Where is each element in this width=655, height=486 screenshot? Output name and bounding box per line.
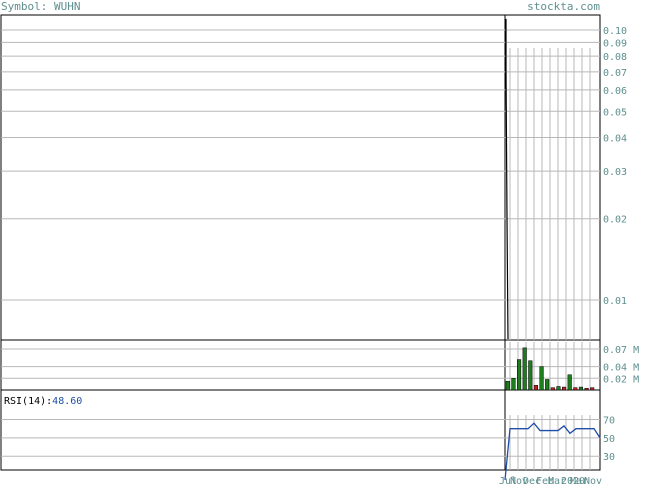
- site-link[interactable]: stockta.com: [527, 0, 600, 13]
- rsi-tick-label-30: 30: [603, 452, 615, 463]
- volume-bar-0: [505, 380, 510, 391]
- rsi-tick-label-70: 70: [603, 416, 615, 427]
- volume-bar-10: [562, 386, 567, 391]
- price-tick-label-0.03: 0.03: [603, 167, 627, 178]
- volume-bar-9: [556, 386, 561, 391]
- volume-bar-15: [590, 387, 595, 391]
- volume-bar-7: [545, 379, 550, 391]
- price-tick-label-0.10: 0.10: [603, 26, 627, 37]
- volume-bar-6: [539, 366, 544, 391]
- volume-tick-label-0.04M: 0.04 M: [603, 363, 639, 374]
- rsi-label: RSI(14):: [4, 396, 53, 407]
- chart-frame: [0, 14, 601, 471]
- volume-bar-8: [550, 387, 555, 391]
- volume-bar-14: [584, 387, 589, 391]
- price-tick-label-0.06: 0.06: [603, 86, 627, 97]
- rsi-readout: RSI(14):48.60: [4, 396, 82, 408]
- symbol-label: Symbol: WUHN: [1, 0, 80, 14]
- symbol-caption: Symbol:: [1, 0, 48, 13]
- rsi-line: [504, 422, 601, 481]
- x-tick-label-3: Feb: [536, 476, 554, 486]
- volume-bar-13: [578, 386, 583, 391]
- volume-bar-11: [567, 374, 572, 391]
- volume-bar-4: [528, 360, 533, 391]
- x-tick-label-0: Jul: [499, 476, 517, 486]
- price-tick-label-0.09: 0.09: [603, 38, 627, 49]
- price-tick-label-0.02: 0.02: [603, 215, 627, 226]
- price-tick-label-0.08: 0.08: [603, 52, 627, 63]
- volume-bar-5: [533, 385, 538, 391]
- x-tick-label-1: Nov: [510, 476, 528, 486]
- volume-bar-3: [522, 347, 527, 391]
- rsi-value: 48.60: [52, 396, 83, 407]
- volume-tick-label-0.07M: 0.07 M: [603, 345, 639, 356]
- volume-bar-2: [517, 359, 522, 391]
- x-tick-label-4: Mar: [548, 476, 566, 486]
- price-tick-label-0.07: 0.07: [603, 68, 627, 79]
- volume-tick-label-0.02M: 0.02 M: [603, 374, 639, 385]
- price-line: [505, 18, 509, 340]
- x-tick-label-7: Nov: [584, 476, 602, 486]
- price-tick-label-0.05: 0.05: [603, 107, 627, 118]
- volume-bar-1: [511, 378, 516, 391]
- volume-bar-12: [573, 387, 578, 391]
- x-tick-label-2: Dec: [523, 476, 541, 486]
- price-tick-label-0.01: 0.01: [603, 296, 627, 307]
- x-tick-label-6: Mar: [570, 476, 588, 486]
- rsi-tick-label-50: 50: [603, 434, 615, 445]
- symbol-ticker: WUHN: [53, 0, 81, 13]
- price-tick-label-0.04: 0.04: [603, 133, 627, 144]
- x-tick-label-5: 2020: [561, 476, 585, 486]
